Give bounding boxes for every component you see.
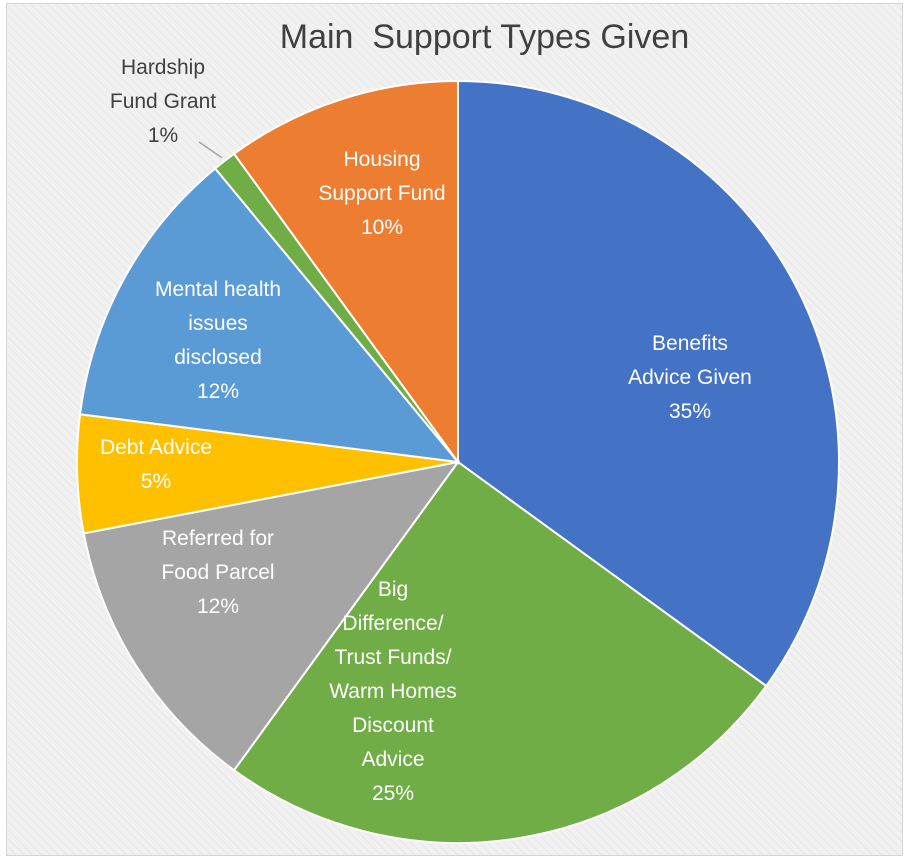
slice-label-mental-health-issues-disclosed: Mental health issues disclosed 12% [155, 278, 281, 403]
slice-label-debt-advice: Debt Advice 5% [100, 436, 212, 493]
pie-labels: Benefits Advice Given 35% Big Difference/Tru… [100, 56, 752, 805]
pie-slice-housing-support-fund [232, 79, 459, 466]
pie-slice-referred-for-food-parcel [82, 460, 461, 772]
pie-slices [76, 79, 841, 844]
slice-label-referred-for-food-parcel: Referred for Food Parcel 12% [161, 527, 274, 618]
pie-slice-mental-health-issues-disclosed [78, 167, 461, 464]
slice-label-hardship-fund-grant: Hardship Fund Grant 1% [110, 56, 216, 147]
chart-title: Main Support Types Given [279, 18, 690, 56]
slice-label-housing-support-fund: Housing Support Fund 10% [318, 148, 445, 239]
slice-label-big-difference-trust-funds-warm-homes-discount-advice: Big Difference/Trust Funds/Warm Homes Disc… [329, 578, 457, 805]
pie-slice-big-difference-trust-funds-warm-homes-discount-advice [232, 460, 768, 844]
leader-line [198, 141, 223, 159]
slice-label-benefits-advice-given: Benefits Advice Given 35% [628, 332, 752, 423]
pie-slice-benefits-advice-given [457, 79, 841, 688]
